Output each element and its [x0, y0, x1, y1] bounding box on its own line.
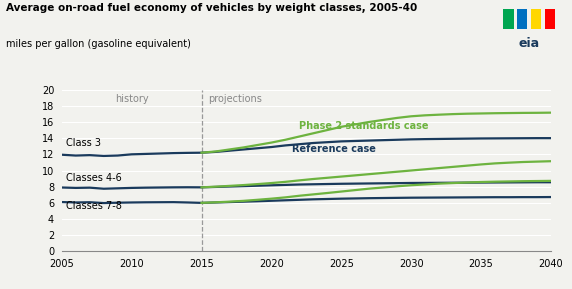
Text: Classes 7-8: Classes 7-8 — [66, 201, 122, 211]
Text: Average on-road fuel economy of vehicles by weight classes, 2005-40: Average on-road fuel economy of vehicles… — [6, 3, 417, 13]
Text: miles per gallon (gasoline equivalent): miles per gallon (gasoline equivalent) — [6, 39, 190, 49]
Text: history: history — [115, 94, 148, 104]
Text: Class 3: Class 3 — [66, 138, 101, 148]
Text: eia: eia — [519, 37, 539, 50]
Text: Classes 4-6: Classes 4-6 — [66, 173, 122, 183]
Bar — [517, 9, 527, 29]
Bar — [503, 9, 514, 29]
Bar — [531, 9, 541, 29]
Text: Reference case: Reference case — [292, 144, 376, 154]
Text: projections: projections — [209, 94, 263, 104]
Text: Phase 2 standards case: Phase 2 standards case — [299, 121, 429, 131]
Bar — [545, 9, 555, 29]
